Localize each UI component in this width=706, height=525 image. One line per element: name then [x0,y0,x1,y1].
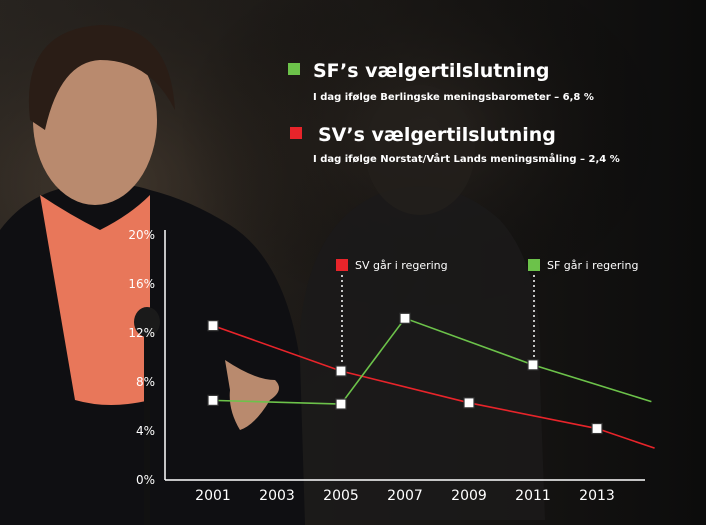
x-tick-label: 2007 [387,488,423,504]
x-tick-label: 2013 [579,488,615,504]
annotation-marker [528,259,540,271]
legend-title: SF’s vælgertilslutning [313,60,550,82]
data-point-sf [207,394,219,406]
x-tick-label: 2005 [323,488,359,504]
annotation-marker [336,259,348,271]
data-point-sf [527,359,539,371]
y-tick-label: 4% [136,424,155,438]
data-point-sv [335,365,347,377]
data-point-sv [207,320,219,332]
y-tick-labels: 0% 4% 8% 12% 16% 20% [128,228,155,487]
legend-swatch [288,63,300,75]
chart-annotations: SV går i regering SF går i regering [336,259,638,364]
data-point-sf [335,398,347,410]
data-point-sf [399,312,411,324]
annotation-sv: SV går i regering [336,259,448,364]
y-tick-label: 16% [128,277,155,291]
annotation-label: SF går i regering [547,259,638,272]
legend-subtitle: I dag ifølge Berlingske meningsbarometer… [313,92,594,103]
legend-entry-sf: SF’s vælgertilslutning I dag ifølge Berli… [288,60,594,103]
legend-title: SV’s vælgertilslutning [318,124,556,146]
line-chart: 0% 4% 8% 12% 16% 20% 2001 2003 2005 2007 2009 2011… [128,228,655,504]
x-tick-label: 2001 [195,488,231,504]
chart-series [207,312,655,449]
legend: SF’s vælgertilslutning I dag ifølge Berli… [288,60,620,165]
y-tick-label: 20% [128,228,155,242]
data-point-sv [591,422,603,435]
legend-swatch [290,127,302,139]
x-tick-labels: 2001 2003 2005 2007 2009 2011 2013 [195,488,615,504]
legend-subtitle: I dag ifølge Norstat/Vårt Lands meningsm… [313,152,620,165]
x-tick-label: 2003 [259,488,295,504]
x-tick-label: 2009 [451,488,487,504]
annotation-sf: SF går i regering [528,259,638,358]
legend-entry-sv: SV’s vælgertilslutning I dag ifølge Norst… [290,124,620,165]
chart-axes [164,230,645,481]
y-tick-label: 0% [136,473,155,487]
annotation-label: SV går i regering [355,259,448,272]
data-point-sv [463,397,475,409]
x-tick-label: 2011 [515,488,551,504]
y-tick-label: 8% [136,375,155,389]
y-tick-label: 12% [128,326,155,340]
